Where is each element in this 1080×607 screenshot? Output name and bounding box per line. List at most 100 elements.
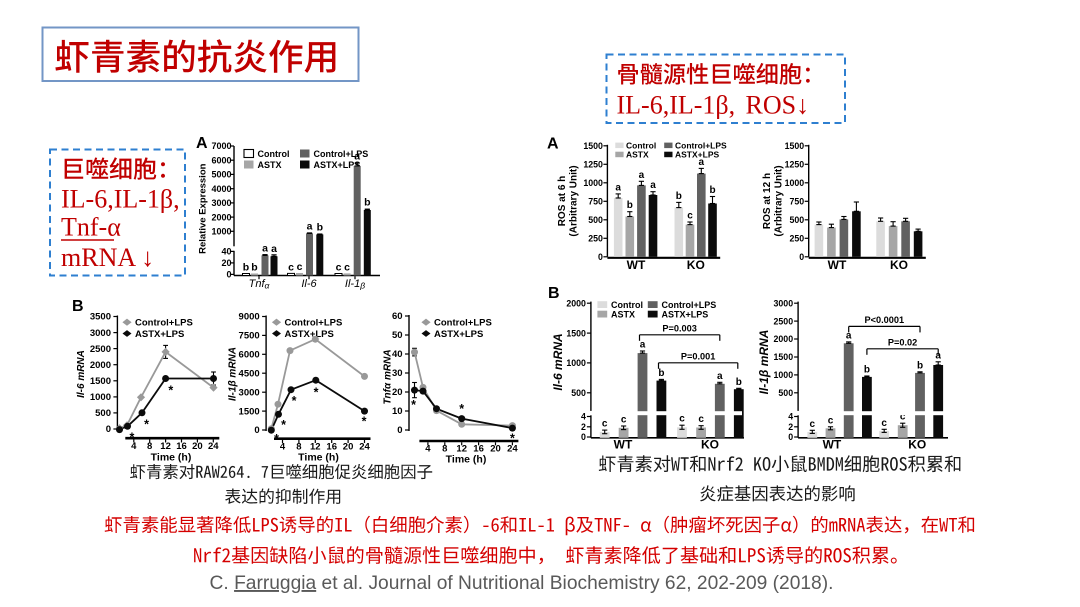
svg-text:Control+LPS: Control+LPS bbox=[662, 300, 717, 310]
svg-text:750: 750 bbox=[588, 197, 603, 207]
svg-text:*: * bbox=[281, 418, 286, 432]
svg-text:500: 500 bbox=[778, 388, 793, 398]
svg-text:24: 24 bbox=[507, 444, 518, 455]
svg-text:c: c bbox=[687, 211, 693, 222]
svg-text:60: 60 bbox=[392, 311, 403, 322]
svg-text:Il-1β mRNA: Il-1β mRNA bbox=[757, 330, 771, 395]
svg-text:a: a bbox=[846, 330, 852, 341]
svg-text:500: 500 bbox=[95, 408, 111, 419]
svg-text:mRNA ↓: mRNA ↓ bbox=[61, 243, 154, 272]
svg-text:a: a bbox=[354, 151, 360, 163]
svg-text:1000: 1000 bbox=[211, 227, 231, 237]
svg-text:2: 2 bbox=[788, 422, 793, 432]
svg-text:WT: WT bbox=[627, 258, 646, 272]
svg-text:Control+LPS: Control+LPS bbox=[135, 317, 193, 328]
svg-text:4: 4 bbox=[280, 442, 286, 453]
svg-text:12: 12 bbox=[310, 442, 321, 453]
svg-text:Time (h): Time (h) bbox=[446, 454, 487, 466]
svg-text:0: 0 bbox=[106, 424, 111, 435]
svg-text:Control+LPS: Control+LPS bbox=[675, 140, 727, 150]
svg-text:7000: 7000 bbox=[211, 141, 231, 151]
svg-text:P=0.02: P=0.02 bbox=[888, 338, 917, 348]
svg-text:9000: 9000 bbox=[239, 312, 260, 323]
svg-text:2500: 2500 bbox=[90, 344, 111, 355]
svg-text:c: c bbox=[698, 414, 704, 425]
svg-text:3000: 3000 bbox=[774, 298, 794, 308]
svg-text:a: a bbox=[640, 339, 646, 350]
svg-text:500: 500 bbox=[588, 215, 603, 225]
svg-text:KO: KO bbox=[908, 438, 926, 452]
svg-text:b: b bbox=[736, 377, 742, 388]
svg-text:B: B bbox=[72, 298, 84, 315]
svg-text:1500: 1500 bbox=[774, 352, 794, 362]
svg-text:50: 50 bbox=[392, 330, 403, 341]
svg-text:Relative Expression: Relative Expression bbox=[197, 163, 208, 253]
svg-text:20: 20 bbox=[490, 444, 501, 455]
svg-text:b: b bbox=[864, 364, 870, 375]
svg-text:ASTX: ASTX bbox=[626, 149, 649, 159]
svg-text:IL-6,IL-1β,: IL-6,IL-1β, bbox=[61, 185, 180, 214]
svg-text:P<0.0001: P<0.0001 bbox=[865, 315, 905, 325]
svg-text:ASTX: ASTX bbox=[611, 310, 635, 320]
svg-text:16: 16 bbox=[326, 442, 337, 453]
svg-text:*: * bbox=[362, 415, 367, 429]
svg-text:KO: KO bbox=[890, 258, 908, 272]
svg-text:0: 0 bbox=[598, 252, 603, 262]
svg-text:16: 16 bbox=[473, 444, 484, 455]
svg-text:b: b bbox=[676, 191, 682, 202]
svg-text:8: 8 bbox=[147, 441, 152, 452]
svg-text:*: * bbox=[292, 394, 297, 408]
svg-text:b: b bbox=[364, 197, 370, 209]
svg-text:1000: 1000 bbox=[90, 392, 111, 403]
svg-text:3000: 3000 bbox=[239, 387, 260, 398]
svg-text:16: 16 bbox=[176, 441, 187, 452]
svg-text:b: b bbox=[658, 368, 664, 379]
svg-text:P=0.003: P=0.003 bbox=[662, 324, 697, 334]
svg-text:a: a bbox=[699, 157, 705, 168]
svg-text:WT: WT bbox=[823, 438, 842, 452]
svg-text:*: * bbox=[314, 386, 319, 400]
svg-text:*: * bbox=[459, 402, 464, 416]
svg-text:b: b bbox=[317, 222, 323, 234]
svg-text:B: B bbox=[548, 285, 560, 302]
svg-text:c: c bbox=[344, 261, 350, 273]
svg-text:5000: 5000 bbox=[211, 170, 231, 180]
svg-text:b: b bbox=[709, 185, 715, 196]
svg-text:2000: 2000 bbox=[774, 334, 794, 344]
svg-text:Il-1β mRNA: Il-1β mRNA bbox=[228, 347, 239, 401]
svg-text:30: 30 bbox=[392, 368, 403, 379]
svg-text:Tnf-α: Tnf-α bbox=[61, 213, 121, 242]
svg-text:ROS at 12 h: ROS at 12 h bbox=[762, 173, 773, 229]
svg-text:Il-6 mRNA: Il-6 mRNA bbox=[76, 350, 87, 398]
svg-text:40: 40 bbox=[221, 247, 231, 257]
svg-text:WT: WT bbox=[614, 438, 633, 452]
svg-text:Control: Control bbox=[611, 300, 643, 310]
svg-text:a: a bbox=[271, 243, 277, 255]
svg-text:0: 0 bbox=[788, 432, 793, 442]
svg-text:500: 500 bbox=[790, 215, 805, 225]
svg-text:Tnfα: Tnfα bbox=[249, 278, 271, 291]
svg-text:4: 4 bbox=[131, 441, 137, 452]
svg-text:c: c bbox=[621, 414, 627, 425]
svg-text:1500: 1500 bbox=[239, 406, 260, 417]
svg-text:1250: 1250 bbox=[785, 160, 805, 170]
svg-text:8: 8 bbox=[296, 442, 301, 453]
svg-text:*: * bbox=[144, 418, 149, 432]
svg-text:a: a bbox=[262, 243, 268, 255]
svg-text:Time (h): Time (h) bbox=[151, 452, 192, 464]
svg-text:a: a bbox=[717, 371, 723, 382]
svg-text:Control+LPS: Control+LPS bbox=[285, 317, 343, 328]
svg-text:0: 0 bbox=[254, 425, 259, 436]
svg-text:1000: 1000 bbox=[566, 358, 586, 368]
svg-text:c: c bbox=[288, 261, 294, 273]
svg-text:ROS at 6 h: ROS at 6 h bbox=[557, 176, 568, 227]
svg-text:12: 12 bbox=[160, 441, 171, 452]
svg-text:3500: 3500 bbox=[90, 312, 111, 323]
svg-text:1000: 1000 bbox=[583, 178, 603, 188]
svg-text:c: c bbox=[828, 415, 834, 426]
svg-text:c: c bbox=[602, 419, 608, 430]
svg-text:4500: 4500 bbox=[239, 368, 260, 379]
svg-text:1500: 1500 bbox=[583, 141, 603, 151]
svg-text:1000: 1000 bbox=[785, 178, 805, 188]
svg-text:750: 750 bbox=[790, 197, 805, 207]
